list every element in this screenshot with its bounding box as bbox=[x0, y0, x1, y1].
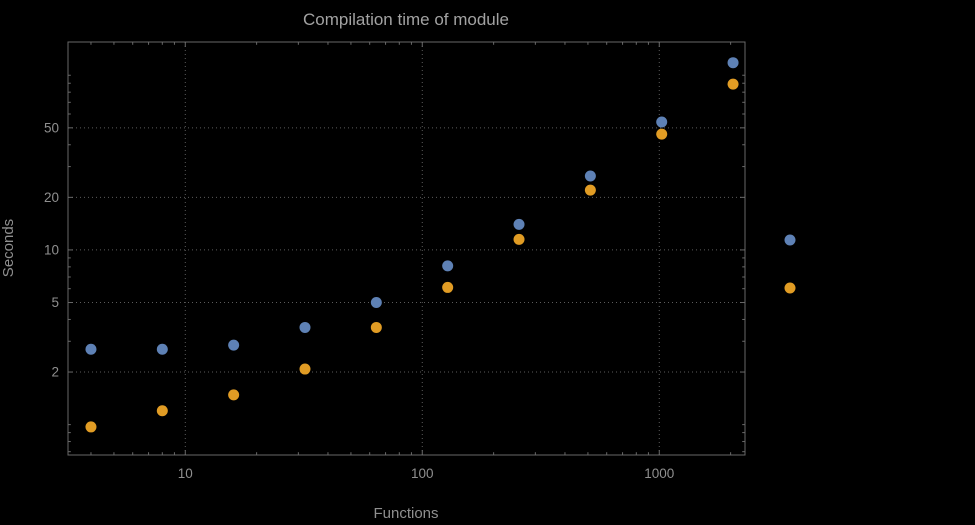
x-tick-label: 1000 bbox=[644, 466, 674, 481]
grid-layer bbox=[68, 42, 745, 455]
data-point-series-blue bbox=[727, 57, 739, 69]
plot-frame bbox=[67, 41, 746, 456]
data-point-series-orange bbox=[299, 363, 311, 375]
data-point-series-orange bbox=[85, 421, 97, 433]
data-point-series-orange bbox=[228, 389, 240, 401]
data-point-series-orange bbox=[370, 321, 382, 333]
data-point-series-orange bbox=[656, 128, 668, 140]
legend-layer bbox=[784, 234, 796, 294]
y-tick-label: 50 bbox=[44, 120, 59, 135]
y-tick-label: 10 bbox=[44, 242, 59, 257]
data-point-series-blue bbox=[299, 321, 311, 333]
x-tick-label: 10 bbox=[178, 466, 193, 481]
tick-layer bbox=[68, 42, 745, 455]
data-point-series-blue bbox=[513, 218, 525, 230]
data-point-series-orange bbox=[584, 184, 596, 196]
data-point-series-blue bbox=[442, 260, 454, 272]
data-point-series-blue bbox=[156, 343, 168, 355]
data-point-series-orange bbox=[156, 405, 168, 417]
legend-marker bbox=[784, 282, 796, 294]
data-point-series-orange bbox=[513, 233, 525, 245]
y-tick-label: 2 bbox=[51, 365, 59, 380]
y-axis-label: Seconds bbox=[0, 219, 17, 277]
point-layer bbox=[85, 57, 739, 433]
data-point-series-blue bbox=[85, 343, 97, 355]
y-tick-label: 5 bbox=[51, 295, 59, 310]
data-point-series-blue bbox=[370, 297, 382, 309]
tick-label-layer: 10 100 1000 2 5 10 20 50 bbox=[44, 120, 674, 481]
x-axis-label: Functions bbox=[373, 505, 438, 522]
y-tick-label: 20 bbox=[44, 190, 59, 205]
x-tick-label: 100 bbox=[411, 466, 434, 481]
data-point-series-blue bbox=[228, 339, 240, 351]
data-point-series-orange bbox=[442, 281, 454, 293]
data-point-series-orange bbox=[727, 78, 739, 90]
legend-marker bbox=[784, 234, 796, 246]
data-point-series-blue bbox=[656, 116, 668, 128]
frame-layer bbox=[67, 41, 746, 456]
chart-title: Compilation time of module bbox=[303, 10, 509, 29]
data-point-series-blue bbox=[584, 170, 596, 182]
